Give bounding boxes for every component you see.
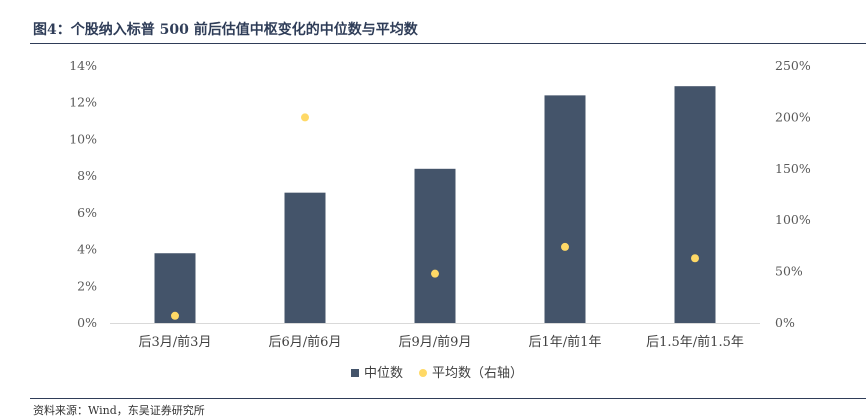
point-mean bbox=[431, 270, 439, 278]
y-axis-right-tick-label: 200% bbox=[775, 109, 811, 124]
bottom-rule bbox=[30, 398, 866, 399]
y-axis-left-tick-label: 4% bbox=[77, 242, 97, 257]
y-axis-left-tick-label: 6% bbox=[77, 205, 97, 220]
y-axis-left-tick-label: 14% bbox=[69, 58, 97, 73]
x-axis-category-label: 后9月/前9月 bbox=[399, 334, 472, 350]
legend-label-mean: 平均数（右轴） bbox=[432, 366, 523, 381]
x-axis-category-label: 后1年/前1年 bbox=[529, 334, 602, 350]
y-axis-left-tick-label: 0% bbox=[77, 315, 97, 330]
bar-median bbox=[285, 193, 326, 323]
y-axis-right-tick-label: 100% bbox=[775, 212, 811, 227]
point-mean bbox=[691, 254, 699, 262]
y-axis-left-tick-label: 2% bbox=[77, 278, 97, 293]
x-axis-category-label: 后3月/前3月 bbox=[139, 334, 212, 350]
x-axis-category-label: 后1.5年/前1.5年 bbox=[646, 334, 744, 350]
legend-swatch-mean bbox=[419, 369, 427, 377]
point-mean bbox=[561, 243, 569, 251]
source-note: 资料来源：Wind，东吴证券研究所 bbox=[33, 402, 205, 418]
y-axis-right-tick-label: 250% bbox=[775, 58, 811, 73]
point-mean bbox=[301, 113, 309, 121]
combo-chart: 0% 2% 4% 6% 8% 10% 12% 14% 0% 50% 100% 150% 200% 250%… bbox=[0, 0, 866, 408]
legend-label-median: 中位数 bbox=[364, 366, 403, 381]
y-axis-right-tick-label: 50% bbox=[775, 264, 803, 279]
y-axis-left-tick-label: 10% bbox=[69, 131, 97, 146]
point-mean bbox=[171, 312, 179, 320]
legend-swatch-median bbox=[351, 369, 359, 377]
y-axis-right-tick-label: 0% bbox=[775, 315, 795, 330]
y-axis-right-tick-label: 150% bbox=[775, 161, 811, 176]
bar-median bbox=[675, 86, 716, 323]
bar-median bbox=[415, 169, 456, 323]
x-axis-category-label: 后6月/前6月 bbox=[269, 334, 342, 350]
bar-median bbox=[545, 95, 586, 323]
y-axis-left-tick-label: 12% bbox=[69, 95, 97, 110]
y-axis-left-tick-label: 8% bbox=[77, 168, 97, 183]
